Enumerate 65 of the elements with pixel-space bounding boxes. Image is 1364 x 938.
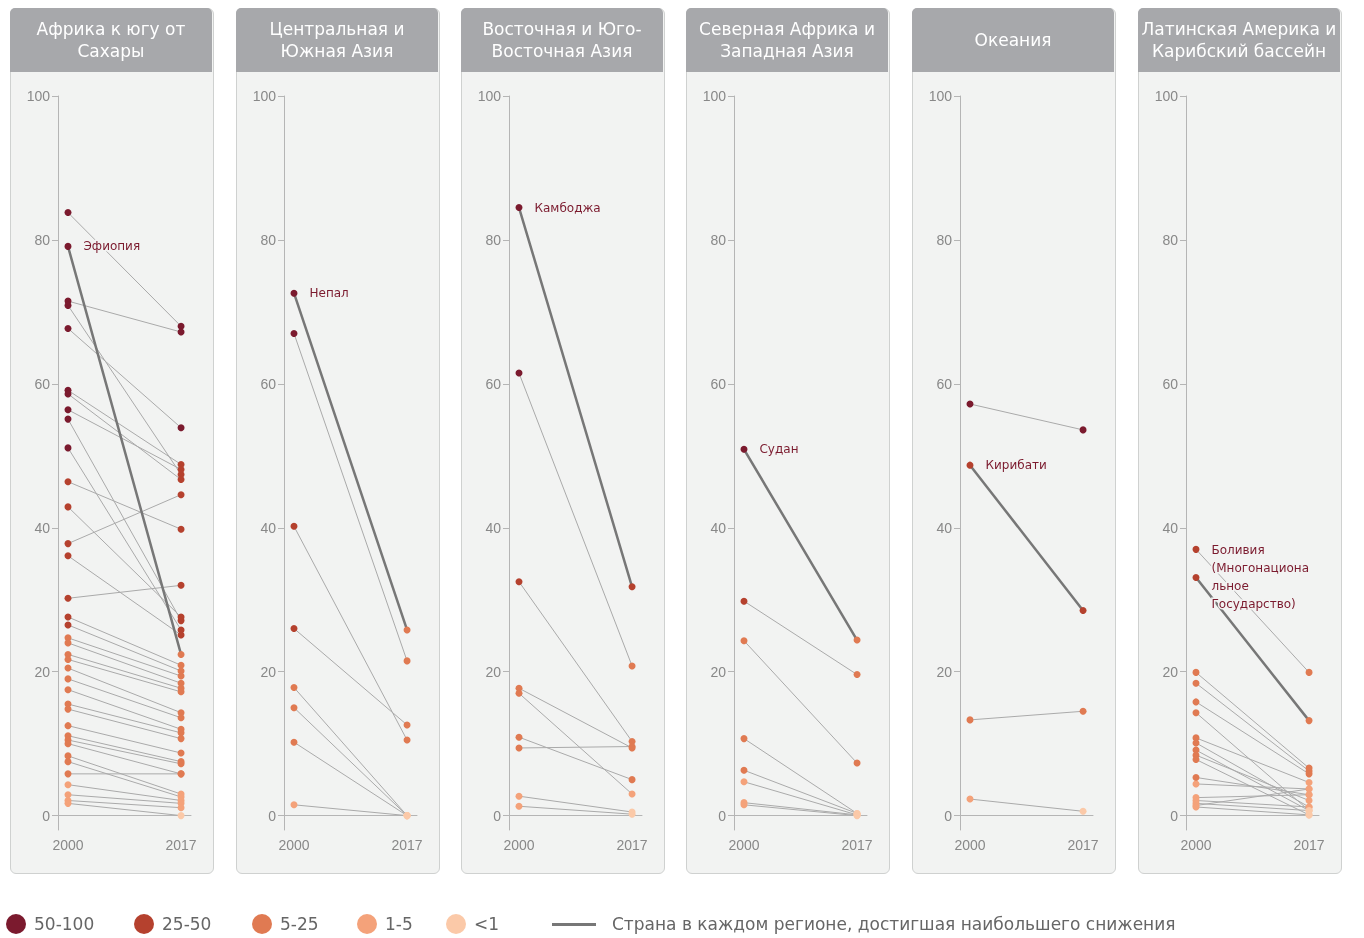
y-tick-label: 100 <box>252 88 277 104</box>
y-tick-label: 20 <box>936 663 953 680</box>
x-tick-label: 2000 <box>278 837 310 853</box>
y-tick-label: 80 <box>710 231 727 248</box>
y-tick-label: 40 <box>1162 519 1179 536</box>
chart-title: Африка к югу от Сахары <box>10 8 212 72</box>
y-tick-label: 20 <box>260 663 277 680</box>
series-label: Судан <box>759 442 799 457</box>
chart-title: Центральная и Южная Азия <box>236 8 438 72</box>
chart-title: Латинская Америка и Карибский бассейн <box>1138 8 1340 72</box>
y-tick-label: 0 <box>268 807 277 824</box>
chart-title: Северная Африка и Западная Азия <box>686 8 888 72</box>
y-tick-label: 100 <box>26 88 51 104</box>
y-tick-label: 60 <box>1162 375 1179 392</box>
y-tick-label: 40 <box>710 519 727 536</box>
category-label: 5-25 <box>280 914 319 934</box>
series-label: Непал <box>309 286 349 301</box>
y-tick-label: 40 <box>34 519 51 536</box>
x-tick-label: 2000 <box>503 837 535 853</box>
y-tick-label: 40 <box>260 519 277 536</box>
y-tick-label: 20 <box>710 663 727 680</box>
y-tick-label: 0 <box>944 807 953 824</box>
x-tick-label: 2017 <box>1293 837 1325 853</box>
y-tick-label: 0 <box>1170 807 1179 824</box>
y-tick-label: 100 <box>477 88 502 104</box>
series-label: Кирибати <box>985 458 1047 473</box>
chart-title: Океания <box>912 8 1114 72</box>
y-tick-label: 20 <box>34 663 51 680</box>
y-tick-label: 100 <box>702 88 727 104</box>
y-tick-label: 60 <box>260 375 277 392</box>
x-tick-label: 2017 <box>616 837 648 853</box>
y-tick-label: 20 <box>1162 663 1179 680</box>
y-tick-label: 80 <box>485 231 502 248</box>
x-tick-label: 2000 <box>52 837 84 853</box>
x-tick-label: 2017 <box>841 837 873 853</box>
y-tick-label: 100 <box>928 88 953 104</box>
y-tick-label: 60 <box>34 375 51 392</box>
y-tick-label: 60 <box>485 375 502 392</box>
y-tick-label: 0 <box>493 807 502 824</box>
y-tick-label: 80 <box>34 231 51 248</box>
y-tick-label: 80 <box>936 231 953 248</box>
y-tick-label: 0 <box>42 807 51 824</box>
y-tick-label: 80 <box>260 231 277 248</box>
x-tick-label: 2017 <box>1067 837 1099 853</box>
x-tick-label: 2000 <box>728 837 760 853</box>
category-label: <1 <box>474 914 500 934</box>
y-tick-label: 60 <box>936 375 953 392</box>
y-tick-label: 40 <box>936 519 953 536</box>
y-tick-label: 0 <box>718 807 727 824</box>
y-tick-label: 100 <box>1154 88 1179 104</box>
category-label: 50-100 <box>34 914 95 934</box>
y-tick-label: 20 <box>485 663 502 680</box>
category-label: 1-5 <box>385 914 413 934</box>
series-label: Камбоджа <box>534 200 601 215</box>
x-tick-label: 2017 <box>165 837 197 853</box>
category-label: 25-50 <box>162 914 212 934</box>
y-tick-label: 60 <box>710 375 727 392</box>
y-tick-label: 80 <box>1162 231 1179 248</box>
y-tick-label: 40 <box>485 519 502 536</box>
x-tick-label: 2000 <box>1180 837 1212 853</box>
x-tick-label: 2000 <box>954 837 986 853</box>
series-label: Эфиопия <box>83 239 141 254</box>
text: Страна в каждом регионе, достигшая наибольшего снижения <box>612 914 1176 934</box>
x-tick-label: 2017 <box>391 837 423 853</box>
chart-title: Восточная и Юго-Восточная Азия <box>461 8 663 72</box>
